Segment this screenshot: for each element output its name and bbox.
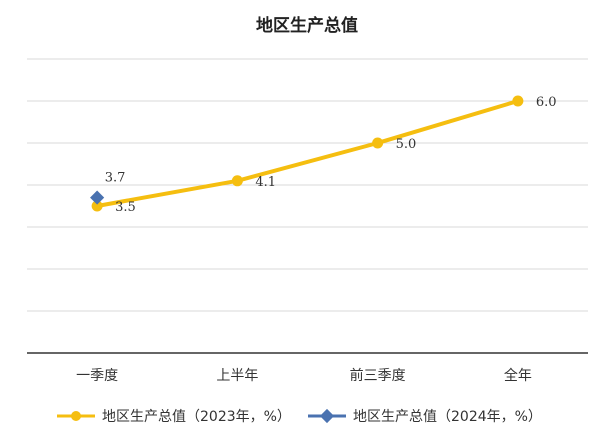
point-2023-2 bbox=[372, 137, 384, 149]
data-label-2023-2: 5.0 bbox=[396, 137, 417, 152]
point-2023-1 bbox=[231, 175, 243, 187]
point-2024-0 bbox=[90, 190, 105, 205]
series-layer bbox=[90, 95, 524, 212]
x-tick-labels: 一季度 上半年 前三季度 全年 bbox=[76, 367, 532, 384]
data-label-2023-1: 4.1 bbox=[255, 175, 276, 190]
legend-marker-2023 bbox=[71, 411, 81, 421]
series-line-2023 bbox=[95, 99, 520, 208]
data-label-2024-0: 3.7 bbox=[105, 171, 126, 186]
legend-label-2023: 地区生产总值（2023年，%） bbox=[102, 409, 291, 425]
data-label-2023-3: 6.0 bbox=[536, 95, 557, 110]
grid-lines bbox=[27, 58, 588, 312]
chart-title: 地区生产总值 bbox=[256, 15, 358, 36]
legend-item-2024: 地区生产总值（2024年，%） bbox=[308, 408, 542, 425]
x-tick-label-1: 上半年 bbox=[216, 368, 258, 384]
data-label-2023-0: 3.5 bbox=[115, 200, 136, 215]
point-2023-0 bbox=[91, 200, 103, 212]
legend-label-2024: 地区生产总值（2024年，%） bbox=[353, 409, 542, 425]
legend-item-2023: 地区生产总值（2023年，%） bbox=[57, 409, 291, 425]
point-2023-3 bbox=[512, 95, 524, 107]
legend: 地区生产总值（2023年，%） 地区生产总值（2024年，%） bbox=[57, 408, 542, 425]
data-labels: 3.5 4.1 5.0 6.0 3.7 bbox=[105, 95, 557, 215]
x-tick-label-0: 一季度 bbox=[76, 368, 118, 384]
legend-marker-2024 bbox=[319, 408, 335, 424]
x-tick-label-2: 前三季度 bbox=[350, 367, 406, 384]
x-tick-label-3: 全年 bbox=[504, 367, 532, 384]
